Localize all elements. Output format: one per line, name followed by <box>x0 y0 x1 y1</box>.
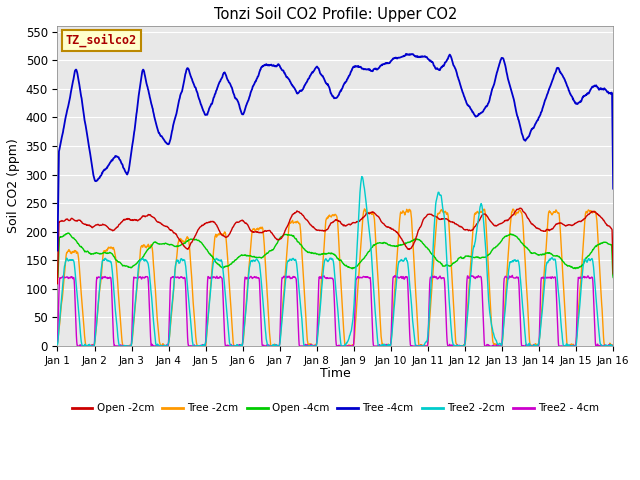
X-axis label: Time: Time <box>320 367 351 380</box>
Text: TZ_soilco2: TZ_soilco2 <box>66 34 137 48</box>
Y-axis label: Soil CO2 (ppm): Soil CO2 (ppm) <box>7 139 20 233</box>
Legend: Open -2cm, Tree -2cm, Open -4cm, Tree -4cm, Tree2 -2cm, Tree2 - 4cm: Open -2cm, Tree -2cm, Open -4cm, Tree -4… <box>67 399 604 418</box>
Title: Tonzi Soil CO2 Profile: Upper CO2: Tonzi Soil CO2 Profile: Upper CO2 <box>214 7 457 22</box>
